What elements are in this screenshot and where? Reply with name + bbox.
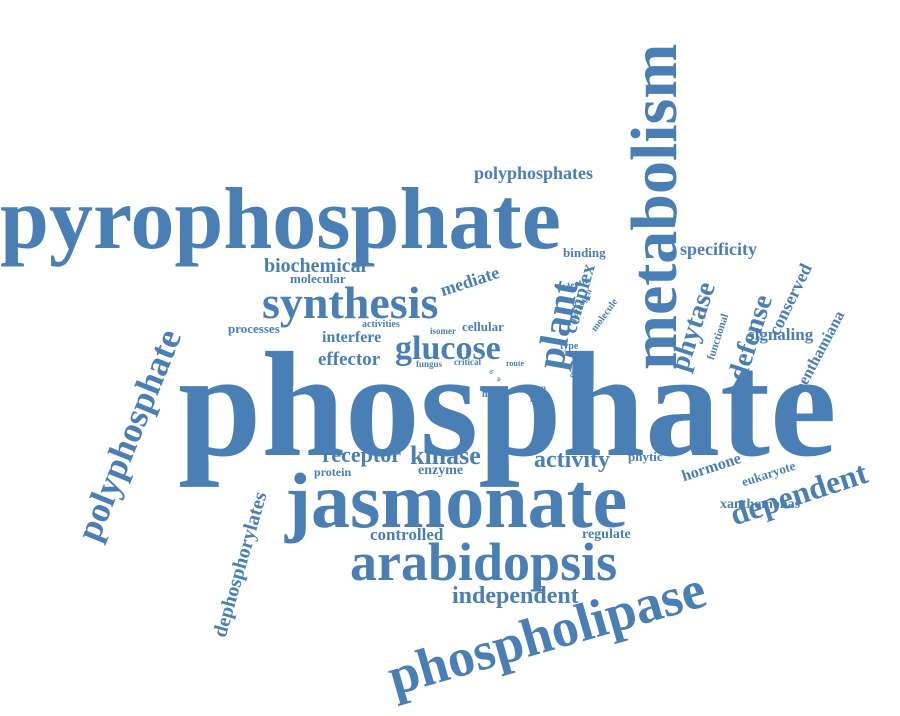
word-most: most	[536, 404, 550, 411]
word-insp: insp	[530, 384, 546, 393]
word-mediate: mediate	[438, 263, 502, 299]
word-activities: activities	[362, 320, 400, 330]
word-type: type	[560, 342, 578, 352]
word-interfere: interfere	[322, 330, 381, 346]
word-polyphosphate: polyphosphate	[70, 324, 187, 545]
word-receptor: receptor	[322, 444, 401, 466]
word-processes: processes	[228, 322, 280, 335]
word-enzyme: enzyme	[418, 464, 463, 478]
word-cellular: cellular	[462, 320, 504, 333]
word-induction: induction	[574, 401, 585, 446]
word-dephosphorylates: dephosphorylates	[210, 490, 271, 640]
word-fungus: fungus	[416, 360, 442, 369]
word-isomer: isomer	[430, 327, 456, 336]
word-have: have	[482, 390, 502, 400]
word-synthesis: synthesis	[262, 280, 438, 326]
word-effector: effector	[318, 350, 380, 369]
word-independent: independent	[452, 584, 579, 608]
word-signaling: signaling	[748, 326, 813, 343]
word-glucose: glucose	[395, 332, 501, 366]
word-protein: protein	[314, 466, 351, 478]
word-critical: critical	[454, 358, 481, 367]
word-controlled: controlled	[370, 526, 443, 543]
word-polyphosphates: polyphosphates	[474, 164, 593, 182]
word-specificity: specificity	[680, 240, 757, 258]
word-molecular: molecular	[290, 272, 346, 285]
word-phytic: phytic	[628, 450, 663, 463]
word-xanthomonas: xanthomonas	[720, 498, 800, 512]
word-binding: binding	[563, 246, 606, 259]
word-regulate: regulate	[582, 528, 631, 542]
word-pyrophosphate: pyrophosphate	[0, 176, 561, 264]
word-activity: activity	[534, 448, 610, 472]
word-route: route	[506, 360, 524, 368]
